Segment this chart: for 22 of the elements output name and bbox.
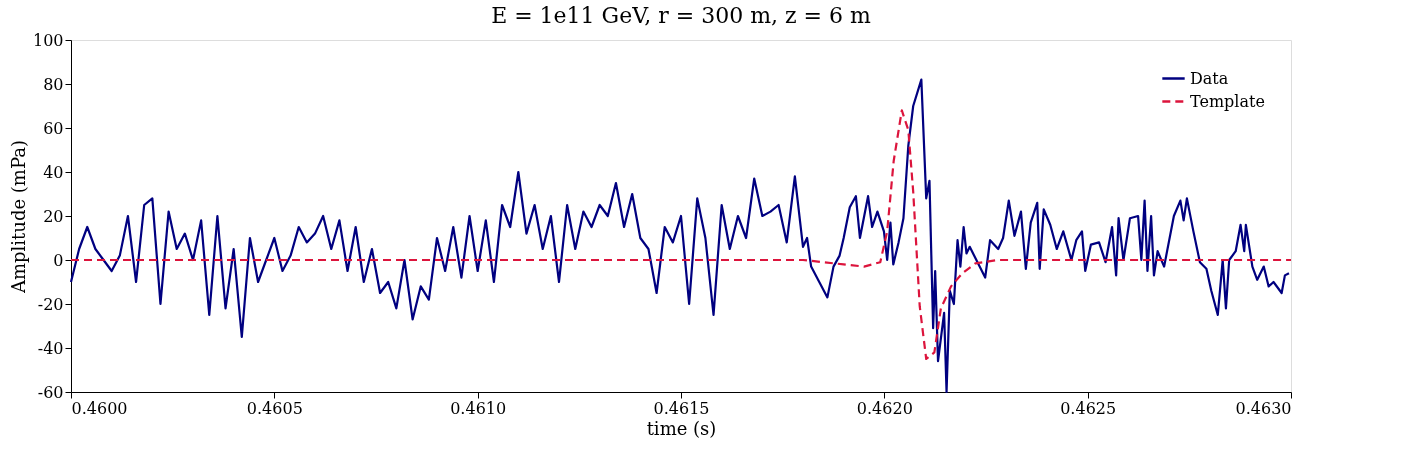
- y-tick-label: -20: [37, 294, 64, 314]
- legend-label: Template: [1190, 91, 1265, 111]
- x-tick-label: 0.4630: [1235, 398, 1292, 418]
- y-tick-label: 0: [53, 250, 64, 270]
- y-axis-title: Amplitude (mPa): [7, 140, 29, 294]
- y-tick-label: 100: [32, 30, 64, 50]
- y-tick-label: 80: [43, 74, 64, 94]
- y-tick-label: 60: [43, 118, 64, 138]
- chart-title: E = 1e11 GeV, r = 300 m, z = 6 m: [491, 3, 871, 28]
- y-tick-label: 40: [43, 162, 64, 182]
- x-tick-label: 0.4610: [450, 398, 507, 418]
- y-tick-label: -60: [37, 382, 64, 402]
- x-axis-title: time (s): [646, 417, 717, 439]
- y-tick-label: 20: [43, 206, 64, 226]
- x-tick-label: 0.4600: [71, 398, 128, 418]
- legend-label: Data: [1190, 68, 1229, 88]
- y-tick-label: -40: [37, 338, 64, 358]
- x-tick-label: 0.4620: [856, 398, 913, 418]
- x-tick-label: 0.4605: [246, 398, 303, 418]
- x-tick-label: 0.4625: [1060, 398, 1117, 418]
- x-tick-label: 0.4615: [653, 398, 710, 418]
- line-series: [69, 109, 1293, 361]
